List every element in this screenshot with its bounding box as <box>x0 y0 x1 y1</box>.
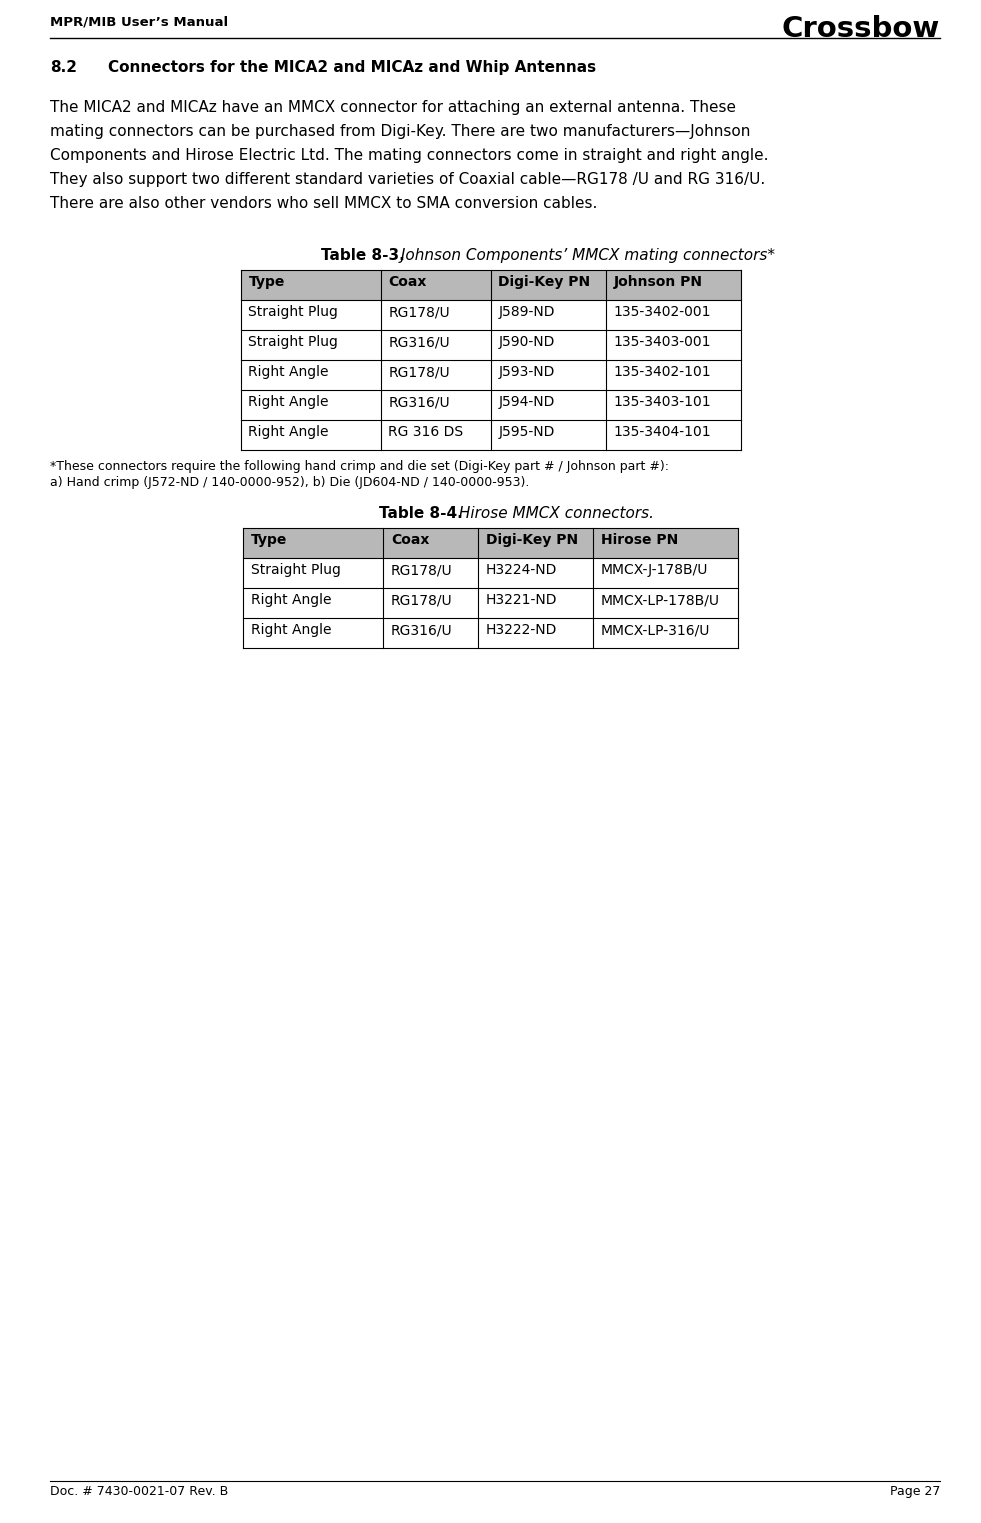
Text: J594-ND: J594-ND <box>498 394 555 410</box>
Text: H3222-ND: H3222-ND <box>486 623 557 637</box>
Text: Digi-Key PN: Digi-Key PN <box>486 533 578 547</box>
Text: J593-ND: J593-ND <box>498 366 555 379</box>
Text: Coax: Coax <box>391 533 430 547</box>
Text: Table 8-4.: Table 8-4. <box>379 506 462 521</box>
Text: They also support two different standard varieties of Coaxial cable—RG178 /U and: They also support two different standard… <box>50 172 765 187</box>
Text: Hirose PN: Hirose PN <box>601 533 678 547</box>
Text: MMCX-J-178B/U: MMCX-J-178B/U <box>601 564 708 577</box>
Text: RG316/U: RG316/U <box>388 335 450 349</box>
Text: 135-3404-101: 135-3404-101 <box>613 425 711 439</box>
Bar <box>243 528 738 557</box>
Text: MMCX-LP-178B/U: MMCX-LP-178B/U <box>601 592 720 608</box>
Text: Right Angle: Right Angle <box>248 425 329 439</box>
Text: Right Angle: Right Angle <box>248 366 329 379</box>
Text: Right Angle: Right Angle <box>251 592 332 608</box>
Text: Hirose MMCX connectors.: Hirose MMCX connectors. <box>453 506 653 521</box>
Text: MPR/MIB User’s Manual: MPR/MIB User’s Manual <box>50 15 229 27</box>
Text: a) Hand crimp (J572-ND / 140-0000-952), b) Die (JD604-ND / 140-0000-953).: a) Hand crimp (J572-ND / 140-0000-952), … <box>50 477 530 489</box>
Text: J589-ND: J589-ND <box>498 305 555 318</box>
Text: The MICA2 and MICAz have an MMCX connector for attaching an external antenna. Th: The MICA2 and MICAz have an MMCX connect… <box>50 101 736 116</box>
Text: Right Angle: Right Angle <box>248 394 329 410</box>
Text: Type: Type <box>248 276 284 289</box>
Text: RG178/U: RG178/U <box>391 564 452 577</box>
Text: RG178/U: RG178/U <box>388 366 450 379</box>
Text: RG178/U: RG178/U <box>391 592 452 608</box>
Text: There are also other vendors who sell MMCX to SMA conversion cables.: There are also other vendors who sell MM… <box>50 196 597 212</box>
Text: 135-3403-101: 135-3403-101 <box>613 394 711 410</box>
Text: Straight Plug: Straight Plug <box>248 335 338 349</box>
Text: Right Angle: Right Angle <box>251 623 332 637</box>
Text: Crossbow: Crossbow <box>782 15 940 43</box>
Text: Type: Type <box>251 533 287 547</box>
Text: *These connectors require the following hand crimp and die set (Digi-Key part # : *These connectors require the following … <box>50 460 669 474</box>
Text: Table 8-3.: Table 8-3. <box>321 248 405 263</box>
Text: MMCX-LP-316/U: MMCX-LP-316/U <box>601 623 710 637</box>
Text: Doc. # 7430-0021-07 Rev. B: Doc. # 7430-0021-07 Rev. B <box>50 1485 229 1499</box>
Text: H3224-ND: H3224-ND <box>486 564 557 577</box>
Text: 135-3402-001: 135-3402-001 <box>613 305 711 318</box>
Text: J595-ND: J595-ND <box>498 425 555 439</box>
Text: Straight Plug: Straight Plug <box>248 305 338 318</box>
Text: Digi-Key PN: Digi-Key PN <box>498 276 591 289</box>
Text: H3221-ND: H3221-ND <box>486 592 557 608</box>
Text: RG316/U: RG316/U <box>391 623 452 637</box>
Text: RG316/U: RG316/U <box>388 394 450 410</box>
Text: Components and Hirose Electric Ltd. The mating connectors come in straight and r: Components and Hirose Electric Ltd. The … <box>50 148 768 163</box>
Text: Connectors for the MICA2 and MICAz and Whip Antennas: Connectors for the MICA2 and MICAz and W… <box>108 59 596 75</box>
Text: Johnson Components’ MMCX mating connectors*: Johnson Components’ MMCX mating connecto… <box>396 248 775 263</box>
Text: Johnson PN: Johnson PN <box>613 276 702 289</box>
Text: RG 316 DS: RG 316 DS <box>388 425 464 439</box>
Text: mating connectors can be purchased from Digi-Key. There are two manufacturers—Jo: mating connectors can be purchased from … <box>50 123 750 139</box>
Text: J590-ND: J590-ND <box>498 335 555 349</box>
Text: Straight Plug: Straight Plug <box>251 564 340 577</box>
Text: Page 27: Page 27 <box>890 1485 940 1499</box>
Text: 135-3403-001: 135-3403-001 <box>613 335 711 349</box>
Text: Coax: Coax <box>388 276 427 289</box>
Text: 8.2: 8.2 <box>50 59 77 75</box>
Text: RG178/U: RG178/U <box>388 305 450 318</box>
Bar <box>240 270 741 300</box>
Text: 135-3402-101: 135-3402-101 <box>613 366 711 379</box>
